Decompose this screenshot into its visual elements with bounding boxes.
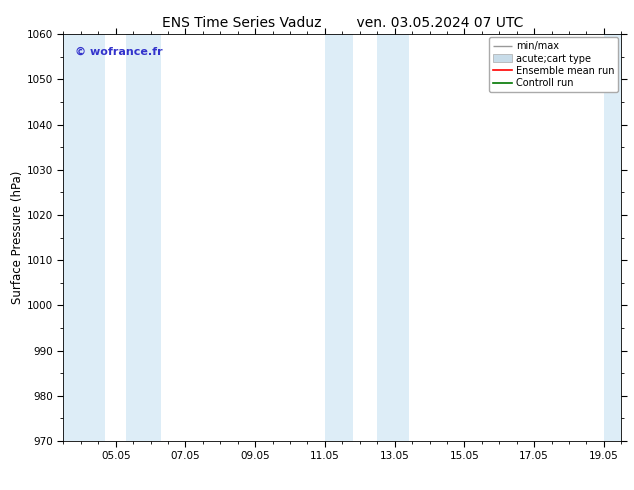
Title: ENS Time Series Vaduz        ven. 03.05.2024 07 UTC: ENS Time Series Vaduz ven. 03.05.2024 07… [162, 16, 523, 30]
Legend: min/max, acute;cart type, Ensemble mean run, Controll run: min/max, acute;cart type, Ensemble mean … [489, 37, 618, 92]
Bar [126, 34, 161, 441]
Text: © wofrance.fr: © wofrance.fr [75, 47, 162, 56]
Bar [63, 34, 105, 441]
Bar [377, 34, 408, 441]
Bar [325, 34, 353, 441]
Y-axis label: Surface Pressure (hPa): Surface Pressure (hPa) [11, 171, 24, 304]
Bar [604, 34, 621, 441]
